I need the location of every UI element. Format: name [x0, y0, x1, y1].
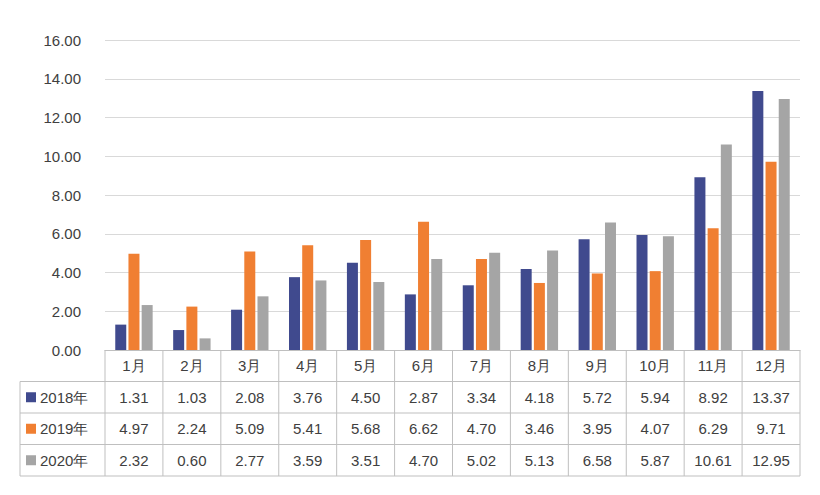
svg-text:5.09: 5.09: [235, 420, 264, 437]
svg-text:11月: 11月: [698, 357, 729, 374]
svg-text:2月: 2月: [180, 357, 203, 374]
svg-text:12月: 12月: [755, 357, 787, 374]
svg-text:8.00: 8.00: [52, 187, 81, 204]
svg-text:4.00: 4.00: [52, 264, 81, 281]
svg-text:10月: 10月: [639, 357, 671, 374]
svg-text:3.46: 3.46: [525, 420, 554, 437]
svg-text:5.13: 5.13: [525, 452, 554, 469]
svg-text:1月: 1月: [122, 357, 145, 374]
svg-text:4.07: 4.07: [641, 420, 670, 437]
svg-text:2.87: 2.87: [409, 389, 438, 406]
svg-text:5.02: 5.02: [467, 452, 496, 469]
svg-text:4.70: 4.70: [409, 452, 438, 469]
svg-text:2.00: 2.00: [52, 303, 81, 320]
svg-text:8月: 8月: [528, 357, 551, 374]
svg-text:2019年: 2019年: [40, 420, 88, 437]
svg-text:1.31: 1.31: [119, 389, 148, 406]
svg-text:4.70: 4.70: [467, 420, 496, 437]
svg-text:6.29: 6.29: [699, 420, 728, 437]
svg-text:4.97: 4.97: [119, 420, 148, 437]
svg-text:2020年: 2020年: [40, 452, 88, 469]
svg-text:5.87: 5.87: [641, 452, 670, 469]
svg-text:10.00: 10.00: [43, 148, 81, 165]
svg-text:0.00: 0.00: [52, 342, 81, 359]
svg-text:5.72: 5.72: [583, 389, 612, 406]
svg-text:5.41: 5.41: [293, 420, 322, 437]
svg-text:4.18: 4.18: [525, 389, 554, 406]
svg-text:6.00: 6.00: [52, 225, 81, 242]
svg-text:3.51: 3.51: [351, 452, 380, 469]
svg-text:12.95: 12.95: [752, 452, 790, 469]
svg-text:6.58: 6.58: [583, 452, 612, 469]
svg-text:9.71: 9.71: [756, 420, 785, 437]
svg-text:3.95: 3.95: [583, 420, 612, 437]
svg-text:4.50: 4.50: [351, 389, 380, 406]
svg-text:1.03: 1.03: [177, 389, 206, 406]
svg-text:8.92: 8.92: [699, 389, 728, 406]
svg-text:3.76: 3.76: [293, 389, 322, 406]
svg-text:3月: 3月: [238, 357, 261, 374]
svg-text:14.00: 14.00: [43, 70, 81, 87]
svg-text:12.00: 12.00: [43, 109, 81, 126]
svg-text:2.32: 2.32: [119, 452, 148, 469]
svg-text:10.61: 10.61: [694, 452, 732, 469]
svg-text:4月: 4月: [296, 357, 319, 374]
svg-text:2.08: 2.08: [235, 389, 264, 406]
svg-text:0.60: 0.60: [177, 452, 206, 469]
svg-text:16.00: 16.00: [43, 32, 81, 49]
svg-text:6月: 6月: [412, 357, 435, 374]
svg-text:5.94: 5.94: [641, 389, 670, 406]
svg-text:3.59: 3.59: [293, 452, 322, 469]
svg-text:2018年: 2018年: [40, 389, 88, 406]
svg-text:9月: 9月: [586, 357, 609, 374]
svg-text:13.37: 13.37: [752, 389, 790, 406]
svg-text:7月: 7月: [470, 357, 493, 374]
svg-text:2.77: 2.77: [235, 452, 264, 469]
svg-text:3.34: 3.34: [467, 389, 496, 406]
svg-text:6.62: 6.62: [409, 420, 438, 437]
svg-text:2.24: 2.24: [177, 420, 206, 437]
svg-text:5.68: 5.68: [351, 420, 380, 437]
svg-text:5月: 5月: [354, 357, 377, 374]
